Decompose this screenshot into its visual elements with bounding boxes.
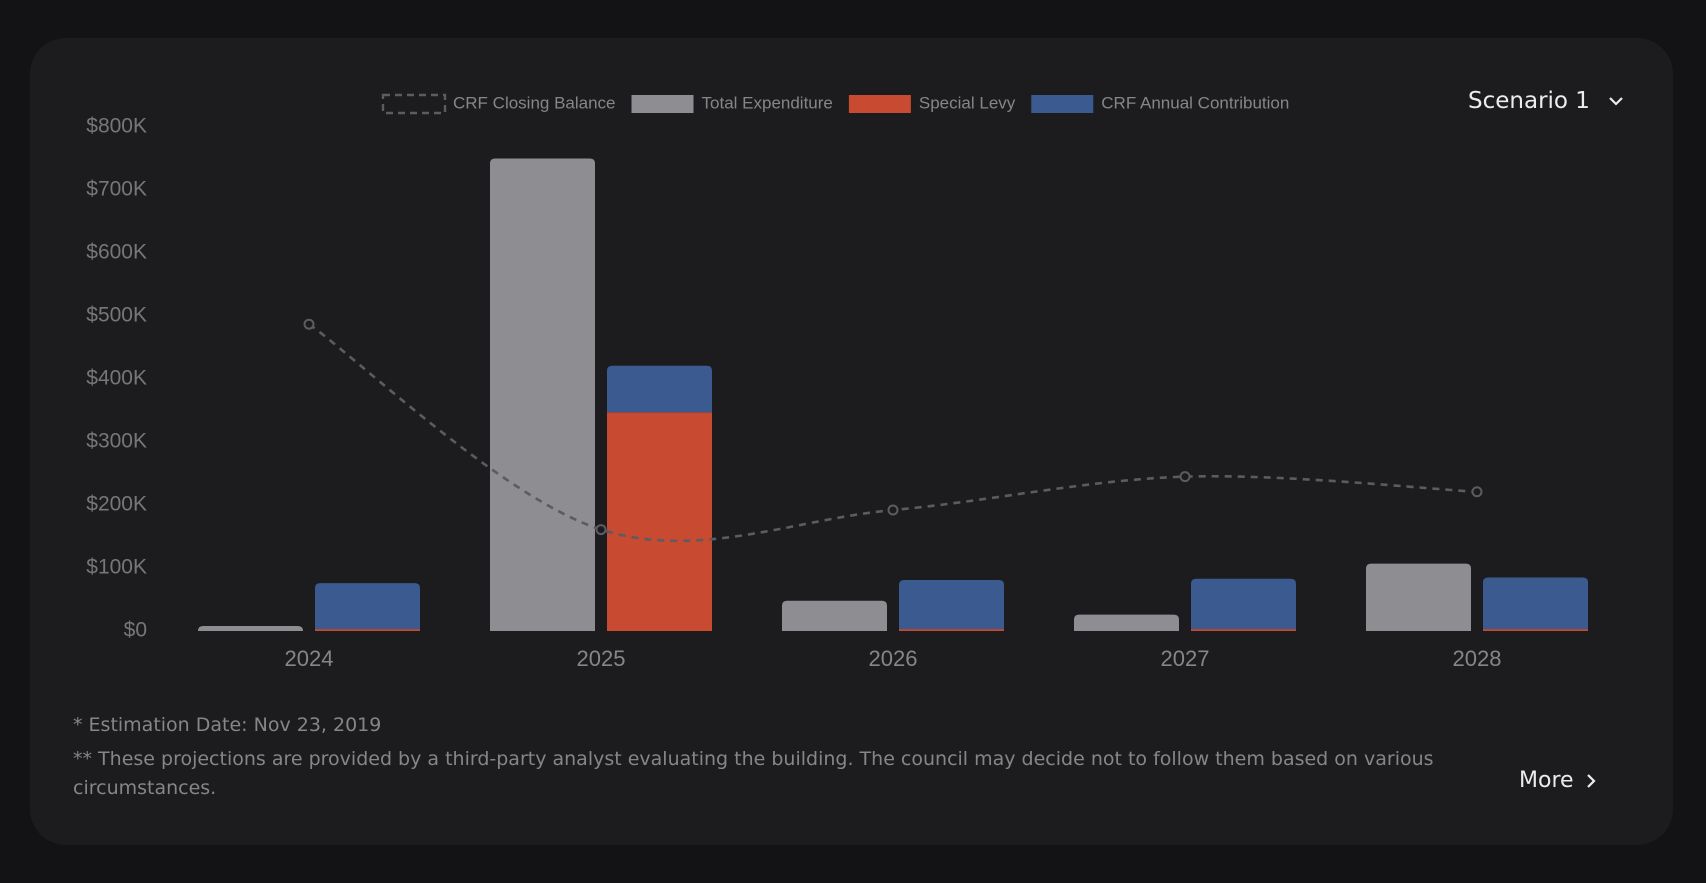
bar	[315, 583, 420, 630]
bar	[899, 629, 1004, 631]
line-point	[1179, 471, 1191, 483]
bar	[607, 365, 712, 413]
bar	[782, 600, 887, 631]
legend-swatch	[1031, 95, 1094, 113]
x-tick-label: 2028	[1453, 646, 1502, 671]
y-tick-label: $600K	[86, 241, 147, 264]
legend-label: Special Levy	[919, 93, 1016, 112]
y-tick-label: $700K	[86, 178, 147, 201]
bar	[1074, 614, 1179, 631]
y-tick-label: $0	[124, 619, 147, 642]
footnote: * Estimation Date: Nov 23, 2019	[73, 714, 382, 736]
line-point	[303, 318, 315, 330]
legend-label: Total Expenditure	[702, 93, 833, 112]
x-tick-label: 2025	[577, 646, 626, 671]
y-tick-label: $200K	[86, 493, 147, 516]
bar	[315, 629, 420, 631]
scenario-label: Scenario 1	[1468, 88, 1590, 114]
legend-label: CRF Annual Contribution	[1101, 93, 1289, 112]
chevron-down	[1609, 97, 1623, 106]
more-button[interactable]: More	[1519, 768, 1596, 793]
x-tick-label: 2024	[285, 646, 334, 671]
legend-item: Special Levy	[848, 93, 1016, 113]
more-label: More	[1519, 768, 1574, 793]
y-tick-label: $300K	[86, 430, 147, 453]
legend-item: CRF Annual Contribution	[1031, 93, 1289, 113]
line-point	[887, 504, 899, 516]
legend-item: CRF Closing Balance	[381, 93, 616, 115]
x-tick-label: 2027	[1161, 646, 1210, 671]
x-tick-label: 2026	[869, 646, 918, 671]
scenario-select[interactable]: Scenario 1	[1468, 88, 1624, 114]
chevron-right	[1586, 773, 1596, 788]
bar	[1483, 629, 1588, 631]
bar	[1191, 578, 1296, 630]
bar	[1366, 563, 1471, 631]
y-tick-label: $800K	[86, 115, 147, 138]
y-tick-label: $500K	[86, 304, 147, 327]
bar	[899, 579, 1004, 630]
bar	[1191, 629, 1296, 631]
bar	[490, 158, 595, 631]
bar	[607, 412, 712, 631]
legend-swatch	[381, 93, 447, 115]
legend-item: Total Expenditure	[631, 93, 833, 113]
footnote: ** These projections are provided by a t…	[73, 748, 1434, 799]
card	[30, 38, 1673, 845]
line-point	[1471, 486, 1483, 498]
legend-swatch	[631, 95, 694, 113]
bar	[1483, 577, 1588, 630]
bar	[198, 625, 303, 631]
line-point	[595, 524, 607, 536]
y-tick-label: $400K	[86, 367, 147, 390]
legend-swatch	[848, 95, 911, 113]
y-tick-label: $100K	[86, 556, 147, 579]
legend-label: CRF Closing Balance	[453, 93, 616, 112]
